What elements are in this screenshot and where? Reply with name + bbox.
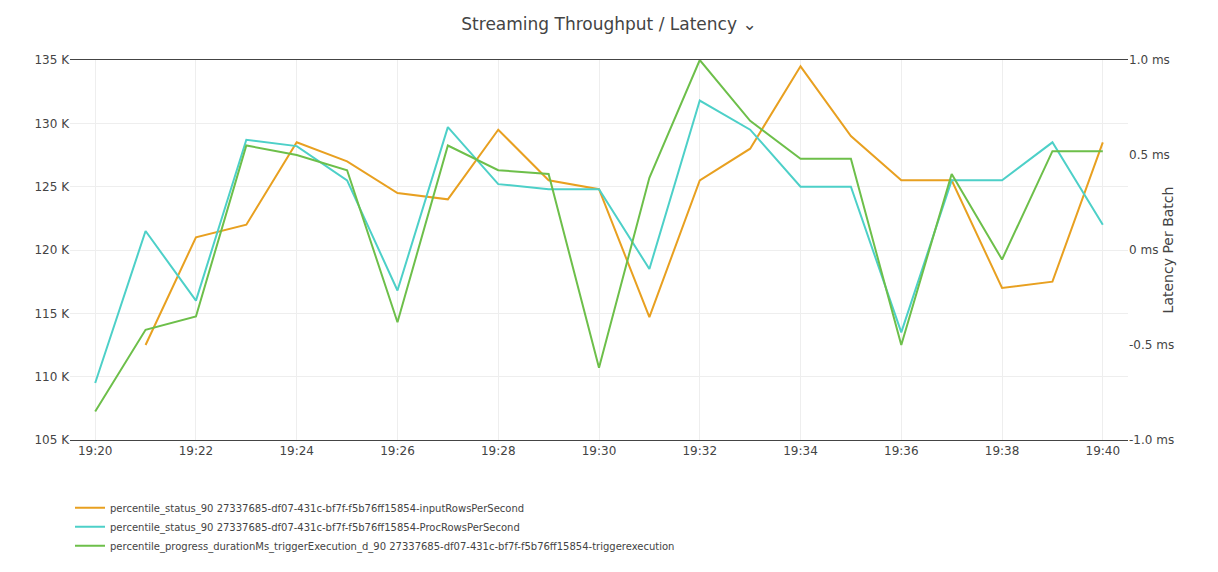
- svg-text:105 K: 105 K: [34, 433, 70, 447]
- svg-text:110 K: 110 K: [34, 370, 70, 384]
- svg-text:-1.0 ms: -1.0 ms: [1129, 433, 1174, 447]
- svg-text:19:26: 19:26: [380, 444, 415, 458]
- svg-text:0 ms: 0 ms: [1129, 243, 1158, 257]
- svg-text:19:38: 19:38: [985, 444, 1020, 458]
- svg-text:percentile_status_90 27337685-: percentile_status_90 27337685-df07-431c-…: [110, 503, 524, 515]
- svg-text:125 K: 125 K: [34, 180, 70, 194]
- svg-text:135 K: 135 K: [34, 53, 70, 67]
- svg-text:Streaming Throughput / Latency: Streaming Throughput / Latency ⌄: [461, 14, 756, 34]
- svg-text:115 K: 115 K: [34, 307, 70, 321]
- svg-text:130 K: 130 K: [34, 117, 70, 131]
- svg-text:19:24: 19:24: [279, 444, 314, 458]
- svg-text:Latency Per Batch: Latency Per Batch: [1160, 187, 1176, 314]
- svg-text:-0.5 ms: -0.5 ms: [1129, 338, 1174, 352]
- svg-text:120 K: 120 K: [34, 243, 70, 257]
- svg-text:0.5 ms: 0.5 ms: [1129, 148, 1170, 162]
- svg-text:1.0 ms: 1.0 ms: [1129, 53, 1170, 67]
- svg-text:19:36: 19:36: [884, 444, 919, 458]
- svg-text:19:28: 19:28: [481, 444, 516, 458]
- svg-text:19:22: 19:22: [179, 444, 214, 458]
- svg-text:percentile_progress_durationMs: percentile_progress_durationMs_triggerEx…: [110, 541, 674, 553]
- svg-text:19:40: 19:40: [1086, 444, 1121, 458]
- svg-text:19:20: 19:20: [78, 444, 113, 458]
- svg-text:19:32: 19:32: [682, 444, 717, 458]
- svg-text:19:34: 19:34: [783, 444, 818, 458]
- svg-text:19:30: 19:30: [582, 444, 617, 458]
- svg-text:percentile_status_90 27337685-: percentile_status_90 27337685-df07-431c-…: [110, 522, 520, 534]
